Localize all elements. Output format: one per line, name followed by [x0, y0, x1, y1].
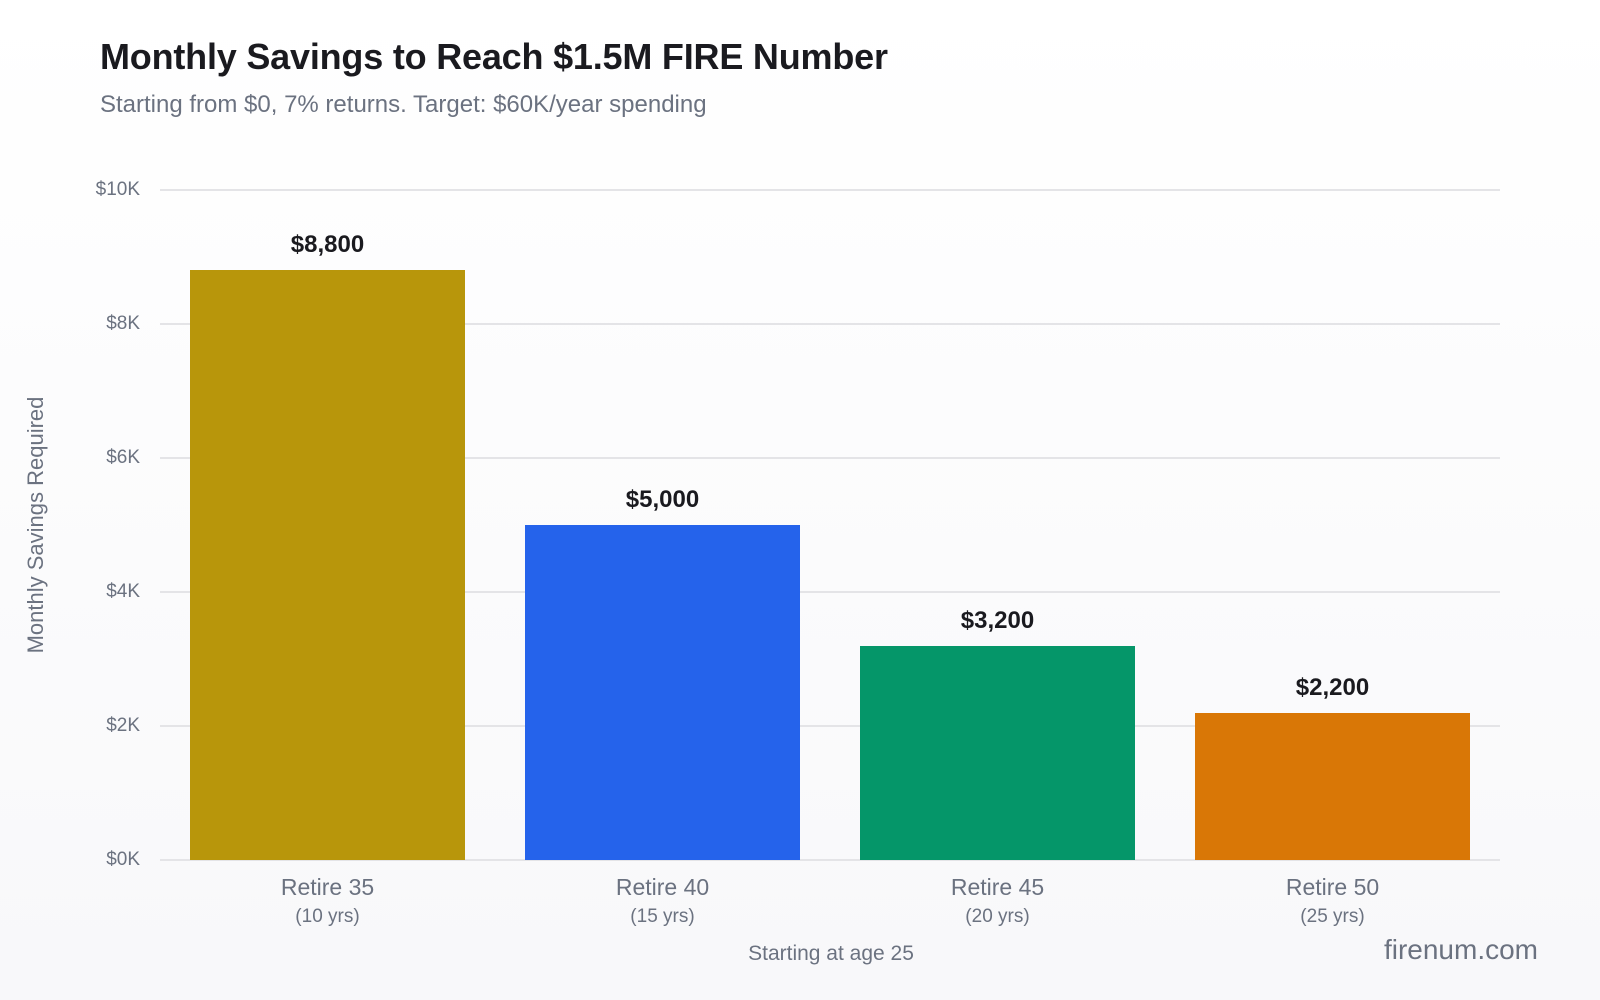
ytick-label: $4K — [106, 581, 140, 602]
gridline-10k — [160, 189, 1500, 191]
bar-value-label: $3,200 — [960, 607, 1035, 634]
bar-value-label: $5,000 — [625, 486, 700, 513]
gridline-4k — [160, 591, 1500, 593]
bar-retire-40[interactable] — [525, 525, 800, 860]
category-sublabel: (25 yrs) — [1300, 906, 1365, 927]
category-sublabel: (20 yrs) — [965, 906, 1030, 927]
gridline-6k — [160, 457, 1500, 459]
y-axis-label: Monthly Savings Required — [23, 396, 48, 654]
ytick-label: $6K — [106, 447, 140, 468]
ytick-label: $8K — [106, 313, 140, 334]
category-sublabel: (15 yrs) — [630, 906, 695, 927]
bar-retire-35[interactable] — [190, 270, 465, 860]
category-label: Retire 50 — [1285, 874, 1380, 900]
bar-retire-45[interactable] — [860, 646, 1135, 860]
category-label: Retire 45 — [950, 874, 1045, 900]
ytick-label: $0K — [106, 849, 140, 870]
category-label: Retire 35 — [280, 874, 375, 900]
bar-value-label: $2,200 — [1295, 674, 1370, 701]
ytick-label: $10K — [95, 179, 140, 200]
x-axis-label: Starting at age 25 — [748, 942, 914, 965]
gridline-8k — [160, 323, 1500, 325]
chart-subtitle: Starting from $0, 7% returns. Target: $6… — [100, 91, 707, 118]
gridline-2k — [160, 725, 1500, 727]
category-sublabel: (10 yrs) — [295, 906, 360, 927]
chart-title: Monthly Savings to Reach $1.5M FIRE Numb… — [100, 36, 888, 77]
watermark: firenum.com — [1383, 934, 1538, 965]
category-label: Retire 40 — [615, 874, 710, 900]
bar-retire-50[interactable] — [1195, 713, 1470, 860]
gridline-0k — [160, 859, 1500, 861]
ytick-label: $2K — [106, 715, 140, 736]
bar-value-label: $8,800 — [290, 231, 365, 258]
